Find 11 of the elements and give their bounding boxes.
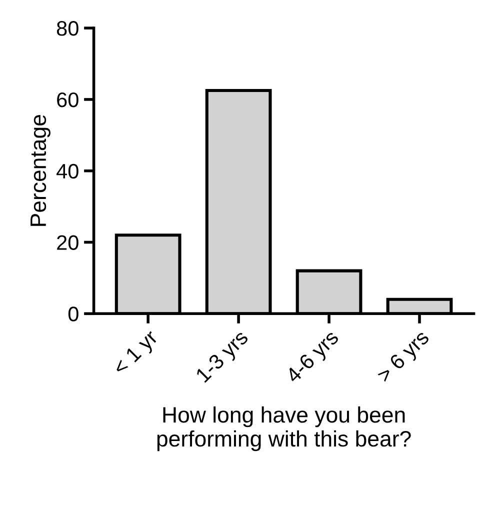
y-tick-label: 20 (57, 235, 78, 250)
y-tick-label: 60 (57, 92, 78, 108)
x-tick-label: > 6 yrs (376, 329, 433, 386)
y-tick-label: 0 (68, 306, 78, 322)
x-tick-label: < 1 yr (112, 329, 162, 378)
y-axis-title: Percentage (30, 115, 50, 226)
x-tick-label: 4-6 yrs (284, 329, 342, 387)
x-tick-label: 1-3 yrs (195, 329, 252, 386)
y-tick-label: 40 (56, 164, 78, 179)
x-axis-title: How long have you been performing with this bear? (157, 406, 411, 452)
y-tick-label: 80 (56, 21, 78, 36)
